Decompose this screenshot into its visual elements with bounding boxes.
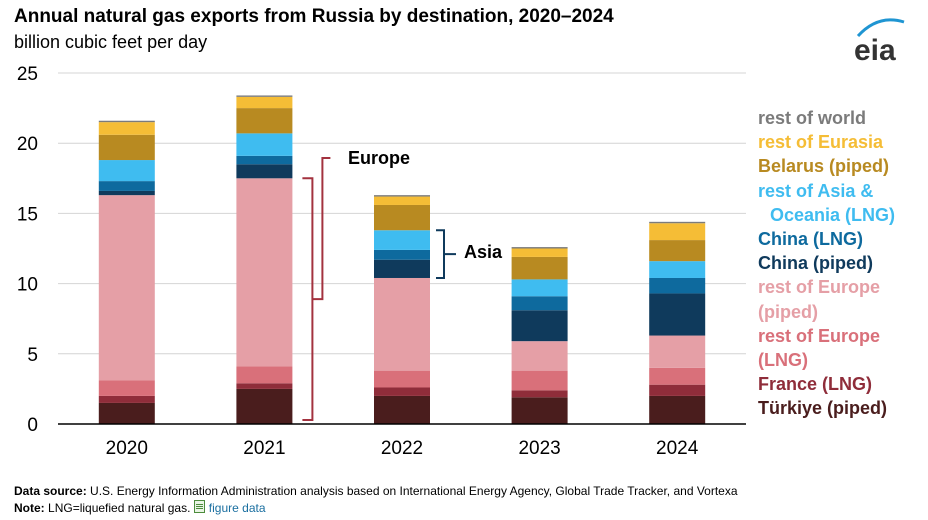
bar-segment [236, 388, 293, 424]
bar-segment [98, 195, 155, 381]
bar-segment [98, 190, 155, 196]
europe-bracket [302, 177, 314, 421]
eia-logo: eia [854, 18, 905, 66]
bar-segment [98, 120, 155, 123]
legend-entry: Türkiye (piped) [758, 398, 888, 419]
legend-entry: (piped) [758, 301, 818, 322]
y-tick-label: 25 [17, 64, 38, 85]
bar-segment [374, 195, 430, 197]
bar-segment [511, 256, 568, 280]
bar-segment [511, 247, 568, 249]
bar-segment [649, 261, 706, 278]
bar-segment [374, 395, 430, 424]
europe-annotation: Europe [348, 148, 411, 168]
bar-segment [374, 249, 430, 260]
eia-logo-swoosh [856, 18, 905, 38]
x-tick-label: 2020 [106, 438, 148, 459]
y-tick-label: 15 [17, 204, 38, 225]
bar-segment [374, 196, 430, 205]
legend-entry: rest of Eurasia [758, 132, 884, 153]
region-brackets [302, 157, 456, 421]
europe-bracket-leader [312, 157, 331, 301]
legend-entry: Oceania (LNG) [770, 204, 896, 225]
bar-segment [236, 155, 293, 165]
bar-segment [236, 108, 293, 134]
bar-segment [649, 293, 706, 336]
note-text: LNG=liquefied natural gas. [48, 501, 191, 515]
bar-segment [511, 390, 568, 398]
legend-entry: rest of Europe [758, 325, 881, 346]
y-tick-label: 0 [27, 415, 38, 436]
bar-segment [98, 134, 155, 161]
bar-segment [649, 240, 706, 262]
bar-segment [236, 133, 293, 156]
bar-segment [236, 383, 293, 389]
x-tick-label: 2023 [518, 438, 560, 459]
note-label: Note: [14, 501, 45, 515]
bar-segment [649, 223, 706, 241]
bar-segment [374, 387, 430, 396]
bar-segment [98, 160, 155, 182]
bar-segment [98, 395, 155, 403]
bar-segment [649, 395, 706, 424]
bar-segment [98, 402, 155, 424]
bar-segment [649, 384, 706, 396]
data-source-text: U.S. Energy Information Administration a… [90, 484, 738, 498]
bar-stacks [98, 95, 706, 424]
bar-segment [511, 296, 568, 311]
legend-entry: (LNG) [758, 350, 808, 371]
bar-segment [374, 204, 430, 231]
x-tick-label: 2022 [381, 438, 423, 459]
asia-bracket [436, 229, 445, 279]
bar-segment [374, 277, 430, 371]
x-tick-label: 2021 [243, 438, 285, 459]
legend-entry: rest of Europe [758, 277, 881, 298]
legend-entry: Belarus (piped) [758, 156, 890, 177]
chart-subtitle: billion cubic feet per day [14, 32, 208, 52]
bar-segment [649, 367, 706, 385]
bar-segment [236, 178, 293, 367]
bar-segment [98, 122, 155, 135]
data-source-label: Data source: [14, 484, 87, 498]
bar-segment [511, 248, 568, 257]
bar-segment [236, 96, 293, 109]
bar-segment [374, 230, 430, 250]
bar-segment [98, 181, 155, 191]
y-tick-label: 20 [17, 134, 38, 155]
asia-annotation: Asia [464, 242, 503, 262]
bar-segment [511, 341, 568, 371]
bar-segment [374, 259, 430, 278]
eia-logo-text: eia [854, 34, 896, 66]
legend: rest of world rest of Eurasia Belarus (pip… [758, 106, 895, 421]
bar-segment [511, 370, 568, 391]
lng-note: Note: LNG=liquefied natural gas. figure … [14, 500, 266, 515]
x-tick-label: 2024 [656, 438, 699, 459]
chart-title: Annual natural gas exports from Russia b… [14, 6, 614, 27]
document-icon [193, 500, 205, 513]
bar-segment [98, 380, 155, 396]
legend-entry: China (piped) [758, 253, 873, 274]
legend-entry: China (LNG) [758, 229, 863, 250]
figure-data-link[interactable]: figure data [208, 501, 266, 515]
bar-segment [236, 95, 293, 97]
bar-segment [649, 221, 706, 224]
legend-entry: rest of world [758, 108, 867, 128]
y-tick-label: 10 [17, 275, 38, 296]
legend-entry: rest of Asia & [758, 180, 874, 201]
y-tick-label: 5 [27, 345, 38, 366]
legend-entry: France (LNG) [758, 374, 873, 395]
bar-segment [236, 366, 293, 384]
bar-segment [649, 335, 706, 368]
bar-segment [649, 277, 706, 294]
bar-segment [511, 397, 568, 424]
bar-segment [511, 310, 568, 342]
bar-segment [374, 370, 430, 388]
bar-segment [236, 164, 293, 179]
bar-segment [511, 279, 568, 297]
data-source-note: Data source: U.S. Energy Information Adm… [14, 484, 738, 498]
axes: 0 5 10 15 20 25 2020 2021 2022 2023 2024 [17, 64, 746, 459]
